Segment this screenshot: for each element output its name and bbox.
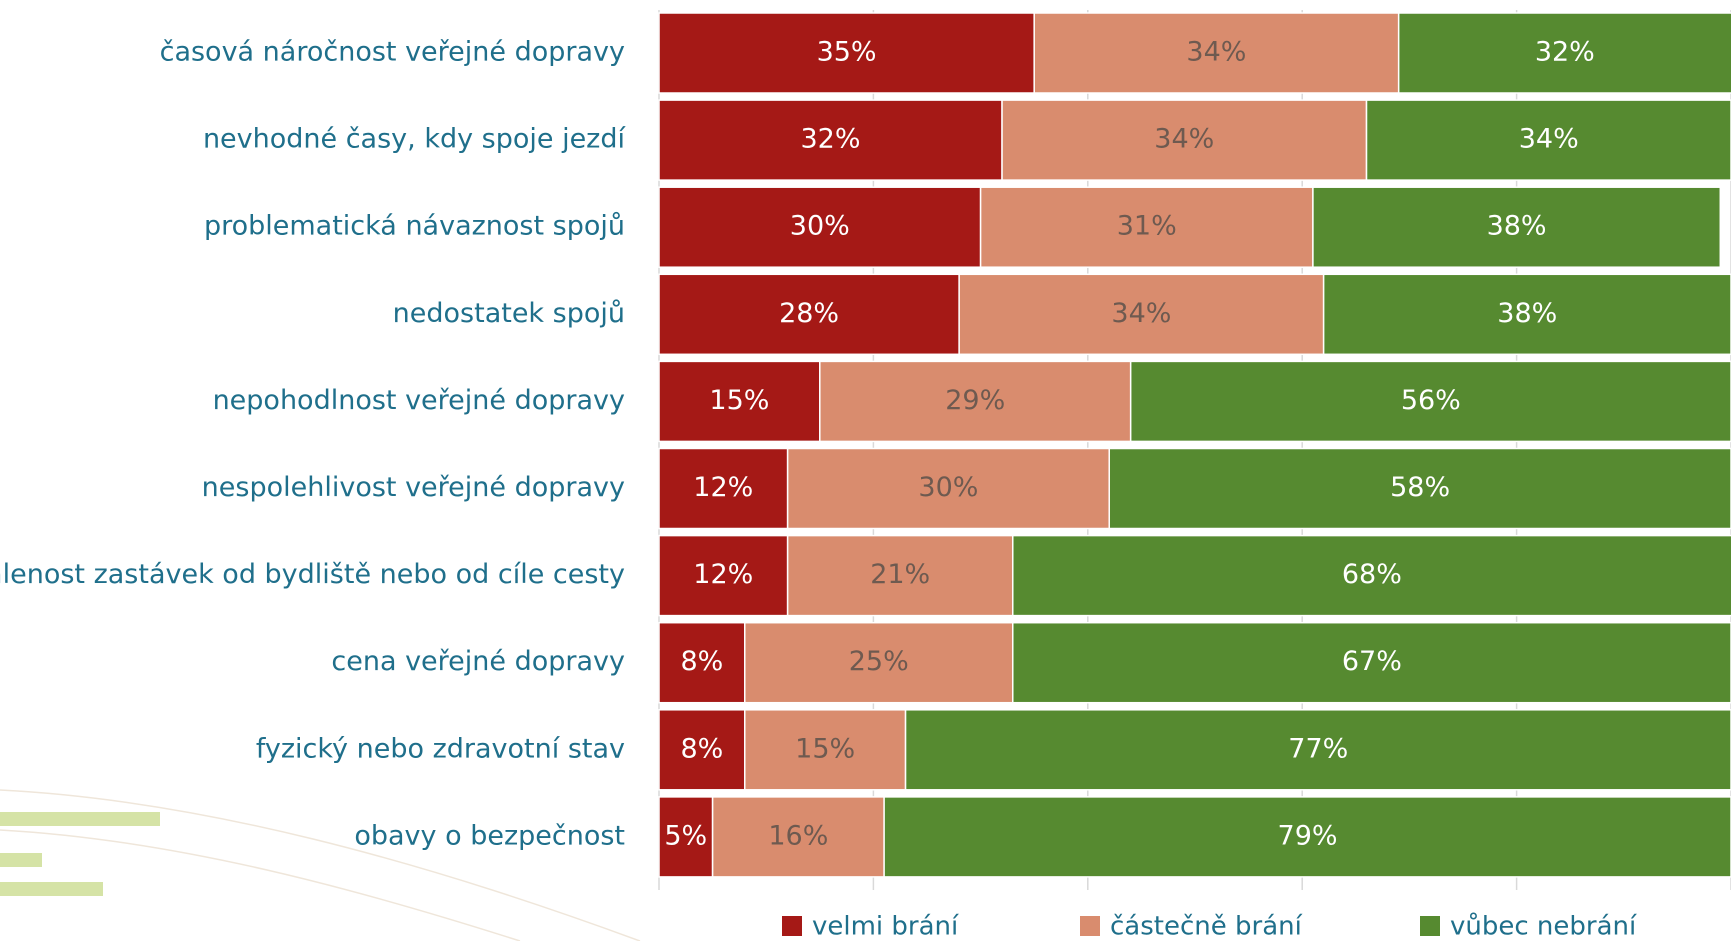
category-label: fyzický nebo zdravotní stav [256, 733, 625, 764]
category-label: nedostatek spojů [393, 298, 625, 329]
value-label: 58% [1390, 472, 1450, 503]
value-label: 32% [801, 124, 861, 155]
category-label: nespolehlivost veřejné dopravy [202, 472, 625, 503]
value-label: 12% [693, 472, 753, 503]
chart: časová náročnost veřejné dopravy 35% 34% 32… [0, 0, 1731, 941]
value-label: 38% [1497, 298, 1557, 329]
value-label: 34% [1186, 37, 1246, 68]
value-label: 32% [1535, 37, 1595, 68]
value-label: 21% [870, 559, 930, 590]
legend-swatch [1080, 916, 1100, 936]
legend-swatch [1420, 916, 1440, 936]
category-label: cena veřejné dopravy [331, 646, 625, 677]
value-label: 30% [790, 211, 850, 242]
value-label: 8% [680, 733, 723, 764]
value-label: 79% [1278, 820, 1338, 851]
decoration [0, 790, 640, 941]
value-label: 34% [1111, 298, 1171, 329]
value-label: 67% [1342, 646, 1402, 677]
legend-label: velmi brání [812, 912, 959, 941]
value-label: 34% [1519, 124, 1579, 155]
value-label: 28% [779, 298, 839, 329]
value-label: 8% [680, 646, 723, 677]
legend-label: vůbec nebrání [1450, 912, 1637, 941]
value-label: 77% [1288, 733, 1348, 764]
value-label: 25% [849, 646, 909, 677]
category-label: problematická návaznost spojů [204, 211, 625, 242]
value-label: 15% [709, 385, 769, 416]
value-label: 12% [693, 559, 753, 590]
value-label: 68% [1342, 559, 1402, 590]
category-label: obavy o bezpečnost [354, 820, 625, 851]
category-label: časová náročnost veřejné dopravy [160, 37, 625, 68]
value-label: 34% [1154, 124, 1214, 155]
value-label: 30% [918, 472, 978, 503]
value-label: 29% [945, 385, 1005, 416]
value-label: 31% [1117, 211, 1177, 242]
category-label: nevhodné časy, kdy spoje jezdí [203, 124, 627, 155]
value-label: 5% [664, 820, 707, 851]
value-label: 16% [768, 820, 828, 851]
category-label: vzdálenost zastávek od bydliště nebo od … [0, 559, 625, 590]
value-label: 15% [795, 733, 855, 764]
category-label: nepohodlnost veřejné dopravy [213, 385, 625, 416]
value-label: 35% [817, 37, 877, 68]
legend-swatch [782, 916, 802, 936]
value-label: 38% [1487, 211, 1547, 242]
legend-label: částečně brání [1110, 912, 1303, 941]
value-label: 56% [1401, 385, 1461, 416]
